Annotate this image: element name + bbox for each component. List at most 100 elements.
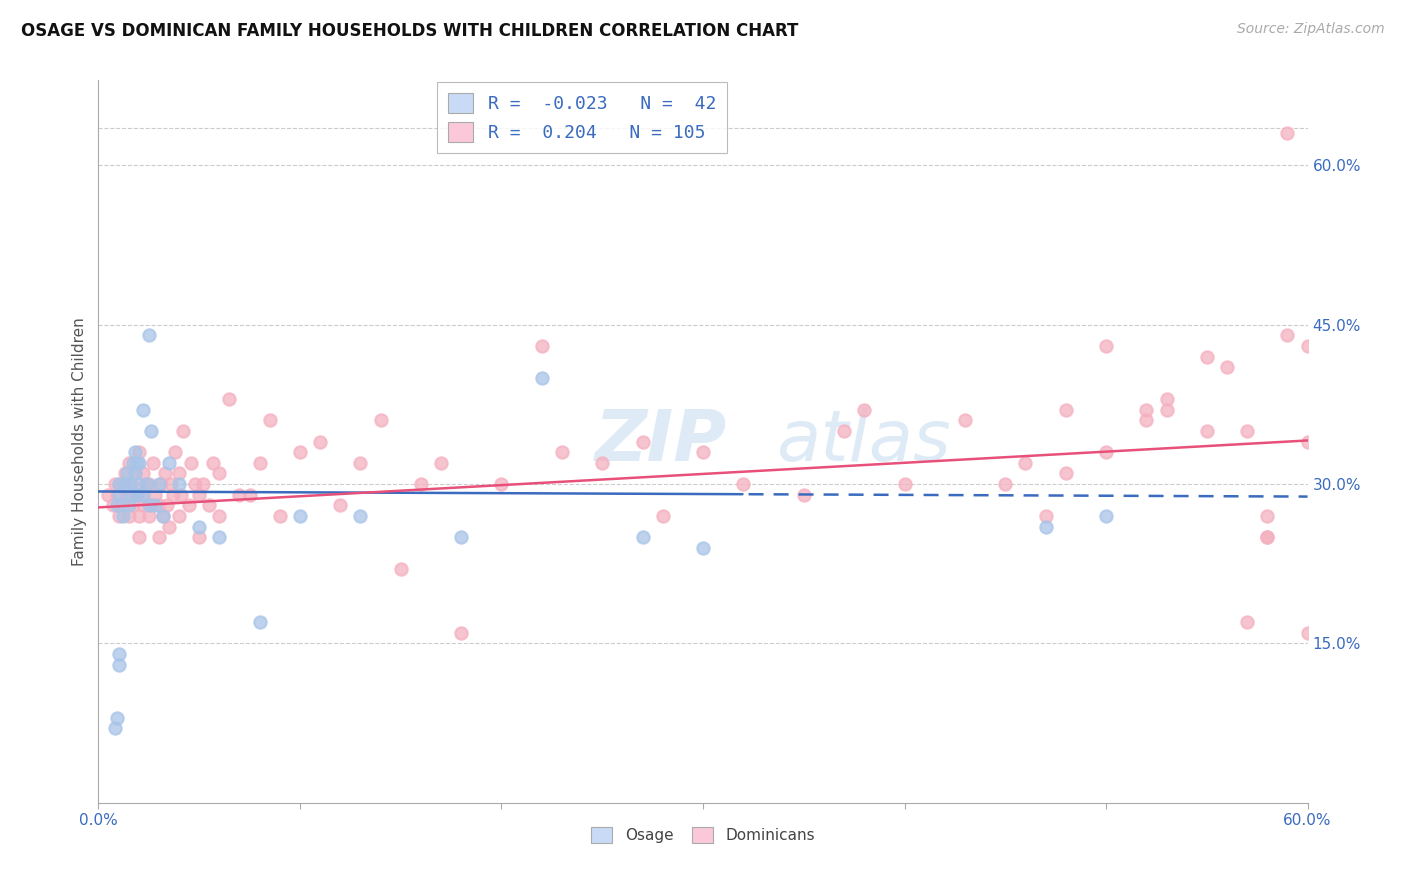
Point (124, 445, 146, 459)
Point (148, 498, 170, 512)
Point (101, 498, 124, 512)
Point (1236, 615, 1258, 630)
Point (125, 456, 148, 470)
Point (157, 519, 180, 533)
Text: atlas: atlas (776, 407, 950, 476)
Point (832, 424, 855, 438)
Text: ZIP: ZIP (595, 407, 727, 476)
Point (1296, 434, 1319, 449)
Point (143, 488, 166, 502)
Point (249, 615, 271, 630)
Point (105, 488, 128, 502)
Point (208, 508, 231, 523)
Point (1236, 424, 1258, 438)
Point (1035, 508, 1057, 523)
Point (389, 562, 412, 576)
Point (111, 508, 134, 523)
Point (167, 467, 190, 481)
Point (115, 467, 138, 481)
Point (530, 339, 553, 353)
Point (288, 508, 311, 523)
Point (118, 508, 141, 523)
Point (107, 508, 129, 523)
Point (153, 467, 176, 481)
Point (128, 445, 150, 459)
Point (198, 498, 221, 512)
Point (121, 456, 143, 470)
Point (193, 477, 215, 491)
Point (228, 488, 250, 502)
Point (162, 488, 184, 502)
Point (1195, 424, 1218, 438)
Point (118, 498, 141, 512)
Point (1095, 339, 1118, 353)
Legend: Osage, Dominicans: Osage, Dominicans (585, 822, 821, 849)
Point (107, 488, 129, 502)
Point (152, 508, 174, 523)
Point (208, 530, 231, 544)
Point (114, 477, 136, 491)
Point (1195, 350, 1218, 364)
Point (97, 488, 120, 502)
Point (172, 424, 194, 438)
Point (107, 647, 129, 661)
Point (138, 498, 160, 512)
Point (180, 456, 202, 470)
Point (148, 530, 170, 544)
Point (170, 488, 193, 502)
Point (128, 456, 150, 470)
Point (125, 488, 148, 502)
Point (152, 508, 174, 523)
Point (107, 477, 129, 491)
Point (218, 392, 240, 406)
Point (120, 477, 142, 491)
Point (491, 477, 513, 491)
Point (118, 488, 141, 502)
Point (1277, 328, 1299, 343)
Point (793, 488, 815, 502)
Point (1014, 456, 1036, 470)
Point (138, 508, 160, 523)
Point (110, 498, 132, 512)
Point (132, 402, 155, 417)
Point (103, 722, 125, 736)
Point (1256, 530, 1278, 544)
Point (631, 530, 654, 544)
Point (111, 477, 134, 491)
Point (128, 530, 150, 544)
Point (105, 711, 128, 725)
Point (1095, 445, 1118, 459)
Point (994, 477, 1017, 491)
Point (118, 477, 141, 491)
Point (135, 477, 157, 491)
Point (409, 477, 432, 491)
Point (1095, 508, 1118, 523)
Point (208, 467, 231, 481)
Point (107, 657, 129, 672)
Point (118, 456, 141, 470)
Text: OSAGE VS DOMINICAN FAMILY HOUSEHOLDS WITH CHILDREN CORRELATION CHART: OSAGE VS DOMINICAN FAMILY HOUSEHOLDS WIT… (21, 22, 799, 40)
Point (631, 434, 654, 449)
Point (591, 456, 613, 470)
Point (188, 530, 211, 544)
Text: Source: ZipAtlas.com: Source: ZipAtlas.com (1237, 22, 1385, 37)
Point (1296, 339, 1319, 353)
Point (128, 477, 150, 491)
Point (733, 477, 755, 491)
Point (167, 508, 190, 523)
Point (530, 371, 553, 385)
Point (103, 477, 125, 491)
Point (953, 413, 976, 427)
Point (239, 488, 262, 502)
Point (349, 508, 371, 523)
Point (107, 477, 129, 491)
Point (167, 477, 190, 491)
Point (184, 477, 207, 491)
Point (1156, 392, 1178, 406)
Point (148, 477, 170, 491)
Point (132, 498, 155, 512)
Point (1277, 127, 1299, 141)
Point (105, 498, 128, 512)
Point (249, 456, 271, 470)
Point (125, 488, 148, 502)
